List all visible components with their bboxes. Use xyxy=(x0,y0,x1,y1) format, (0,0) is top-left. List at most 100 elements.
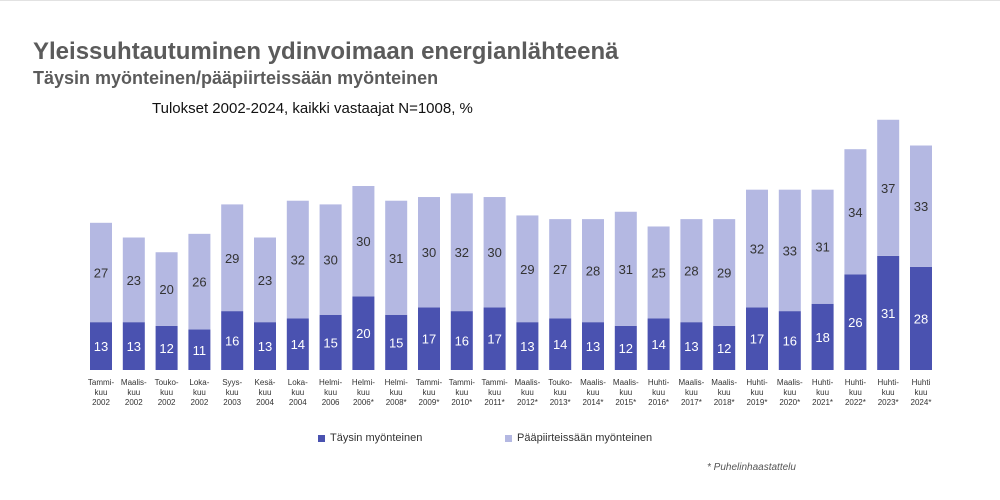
bar-paapiirteissaan-13 xyxy=(516,215,539,323)
data-label-paapiirteissaan-6: 32 xyxy=(291,253,305,268)
category-label-13: Maalis-kuu 2012* xyxy=(515,378,541,407)
bar-taysin-21 xyxy=(778,311,801,370)
data-label-taysin-17: 14 xyxy=(651,337,665,352)
data-label-paapiirteissaan-9: 31 xyxy=(389,251,403,266)
bar-paapiirteissaan-23 xyxy=(844,149,867,275)
bar-taysin-4 xyxy=(221,311,244,370)
data-label-paapiirteissaan-14: 27 xyxy=(553,262,567,277)
category-label-17: Huhti-kuu 2016* xyxy=(648,378,670,407)
data-label-paapiirteissaan-25: 33 xyxy=(914,199,928,214)
category-label-4: Syys-kuu 2003 xyxy=(222,378,242,407)
bar-paapiirteissaan-17 xyxy=(647,226,670,319)
data-label-paapiirteissaan-11: 32 xyxy=(455,245,469,260)
bar-taysin-5 xyxy=(254,322,276,370)
footnote: * Puhelinhaastattelu xyxy=(707,462,796,473)
bar-paapiirteissaan-22 xyxy=(811,189,834,304)
data-label-taysin-19: 12 xyxy=(717,341,731,356)
data-label-taysin-10: 17 xyxy=(422,332,436,347)
bar-taysin-17 xyxy=(647,318,670,370)
data-label-taysin-22: 18 xyxy=(815,330,829,345)
data-label-taysin-15: 13 xyxy=(586,339,600,354)
category-label-22: Huhti-kuu 2021* xyxy=(812,378,834,407)
bar-paapiirteissaan-4 xyxy=(221,204,244,312)
bar-taysin-6 xyxy=(286,318,309,370)
bar-taysin-12 xyxy=(483,307,506,370)
category-label-6: Loka-kuu 2004 xyxy=(288,378,308,407)
bar-paapiirteissaan-21 xyxy=(778,189,801,312)
data-label-paapiirteissaan-4: 29 xyxy=(225,251,239,266)
category-label-11: Tammi-kuu 2010* xyxy=(449,378,476,407)
data-label-paapiirteissaan-22: 31 xyxy=(815,240,829,255)
category-label-2: Touko-kuu 2002 xyxy=(155,378,179,407)
bar-paapiirteissaan-0 xyxy=(90,222,112,323)
legend-swatch-taysin xyxy=(318,434,325,442)
category-label-8: Helmi-kuu 2006* xyxy=(352,378,375,407)
chart-legend: Täysin myönteinen Pääpiirteissään myönte… xyxy=(0,432,1000,448)
data-label-paapiirteissaan-13: 29 xyxy=(520,262,534,277)
data-label-taysin-18: 13 xyxy=(684,339,698,354)
data-label-paapiirteissaan-8: 30 xyxy=(356,234,370,249)
data-label-paapiirteissaan-18: 28 xyxy=(684,264,698,279)
category-label-9: Helmi-kuu 2008* xyxy=(385,378,408,407)
data-label-paapiirteissaan-2: 20 xyxy=(159,282,173,297)
bar-paapiirteissaan-20 xyxy=(746,189,768,308)
bar-paapiirteissaan-3 xyxy=(188,233,211,330)
data-label-paapiirteissaan-10: 30 xyxy=(422,245,436,260)
data-label-paapiirteissaan-5: 23 xyxy=(258,273,272,288)
category-label-16: Maalis-kuu 2015* xyxy=(613,378,639,407)
legend-label-taysin: Täysin myönteinen xyxy=(330,432,423,444)
data-label-taysin-5: 13 xyxy=(258,339,272,354)
category-label-19: Maalis-kuu 2018* xyxy=(711,378,737,407)
category-label-18: Maalis-kuu 2017* xyxy=(679,378,705,407)
bar-taysin-23 xyxy=(844,274,867,370)
bar-taysin-11 xyxy=(450,311,473,370)
data-label-paapiirteissaan-12: 30 xyxy=(487,245,501,260)
data-label-paapiirteissaan-15: 28 xyxy=(586,264,600,279)
bar-paapiirteissaan-9 xyxy=(385,200,408,315)
bar-taysin-8 xyxy=(352,296,375,370)
category-label-24: Huhti-kuu 2023* xyxy=(878,378,900,407)
bar-paapiirteissaan-6 xyxy=(286,200,309,319)
category-label-12: Tammi-kuu 2011* xyxy=(481,378,508,407)
legend-item-taysin: Täysin myönteinen xyxy=(318,432,422,444)
bar-paapiirteissaan-5 xyxy=(254,237,276,323)
category-label-0: Tammi-kuu 2002 xyxy=(88,378,115,407)
data-label-taysin-8: 20 xyxy=(356,326,370,341)
bar-taysin-25 xyxy=(910,266,932,370)
bar-taysin-3 xyxy=(188,329,211,370)
bar-paapiirteissaan-24 xyxy=(877,119,900,256)
data-label-taysin-13: 13 xyxy=(520,339,534,354)
chart-caption: Tulokset 2002-2024, kaikki vastaajat N=1… xyxy=(152,100,473,117)
bar-taysin-22 xyxy=(811,303,834,370)
data-label-paapiirteissaan-0: 27 xyxy=(94,265,108,280)
bar-taysin-14 xyxy=(549,318,572,370)
data-label-taysin-6: 14 xyxy=(291,337,305,352)
bar-taysin-15 xyxy=(582,322,604,370)
data-label-paapiirteissaan-21: 33 xyxy=(783,243,797,258)
category-label-21: Maalis-kuu 2020* xyxy=(777,378,803,407)
data-label-taysin-3: 11 xyxy=(193,343,207,358)
data-label-taysin-11: 16 xyxy=(455,334,469,349)
data-label-taysin-16: 12 xyxy=(619,341,633,356)
bar-taysin-18 xyxy=(680,322,703,370)
bar-paapiirteissaan-11 xyxy=(450,193,473,312)
bar-taysin-9 xyxy=(385,314,408,370)
bar-taysin-13 xyxy=(516,322,539,370)
data-label-taysin-0: 13 xyxy=(94,339,108,354)
data-label-taysin-2: 12 xyxy=(159,341,173,356)
chart-title: Yleissuhtautuminen ydinvoimaan energianl… xyxy=(33,38,619,65)
data-label-taysin-24: 31 xyxy=(881,306,895,321)
stacked-bar-chart: 13 27 Tammi-kuu 2002 13 23 Maalis-kuu 2002 12 20 T… xyxy=(88,119,932,407)
bar-paapiirteissaan-25 xyxy=(910,145,932,267)
legend-item-paapiirteissaan: Pääpiirteissään myönteinen xyxy=(505,432,652,444)
legend-swatch-paapiirteissaan xyxy=(505,434,512,442)
data-label-paapiirteissaan-19: 29 xyxy=(717,265,731,280)
bar-paapiirteissaan-14 xyxy=(549,219,572,319)
bar-paapiirteissaan-7 xyxy=(319,204,342,315)
data-label-paapiirteissaan-17: 25 xyxy=(651,265,665,280)
category-label-14: Touko-kuu 2013* xyxy=(548,378,572,407)
data-label-taysin-4: 16 xyxy=(225,334,239,349)
bar-paapiirteissaan-15 xyxy=(582,219,604,323)
data-label-taysin-9: 15 xyxy=(389,335,403,350)
data-label-paapiirteissaan-20: 32 xyxy=(750,242,764,257)
